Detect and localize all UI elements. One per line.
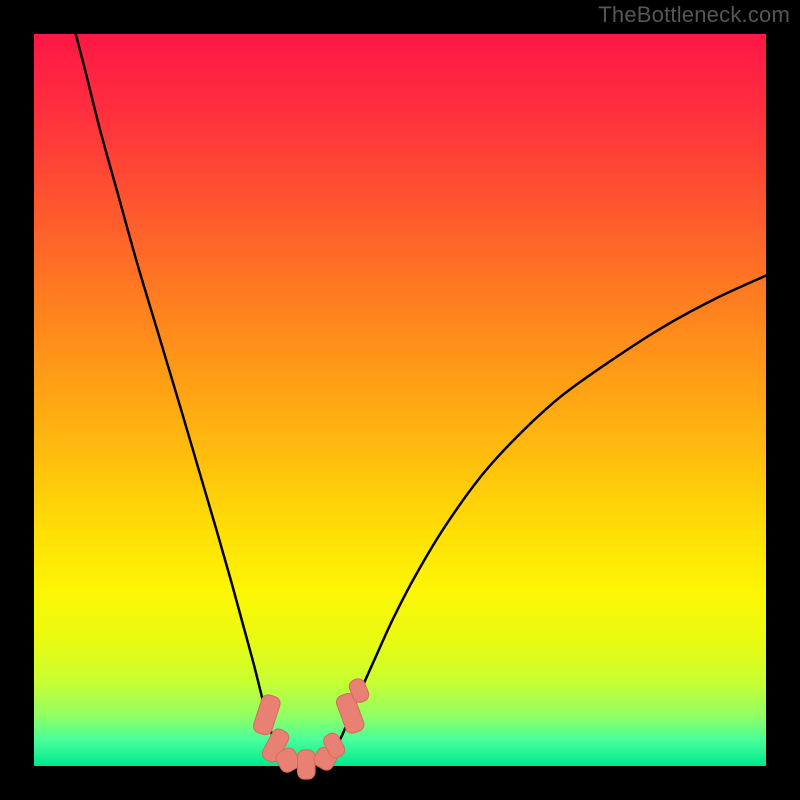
curve-markers bbox=[252, 677, 371, 779]
plot-area bbox=[34, 34, 766, 766]
watermark-text: TheBottleneck.com bbox=[598, 2, 790, 28]
bottleneck-curve-chart bbox=[34, 34, 766, 766]
curve-line bbox=[76, 34, 766, 766]
curve-marker bbox=[298, 750, 316, 779]
